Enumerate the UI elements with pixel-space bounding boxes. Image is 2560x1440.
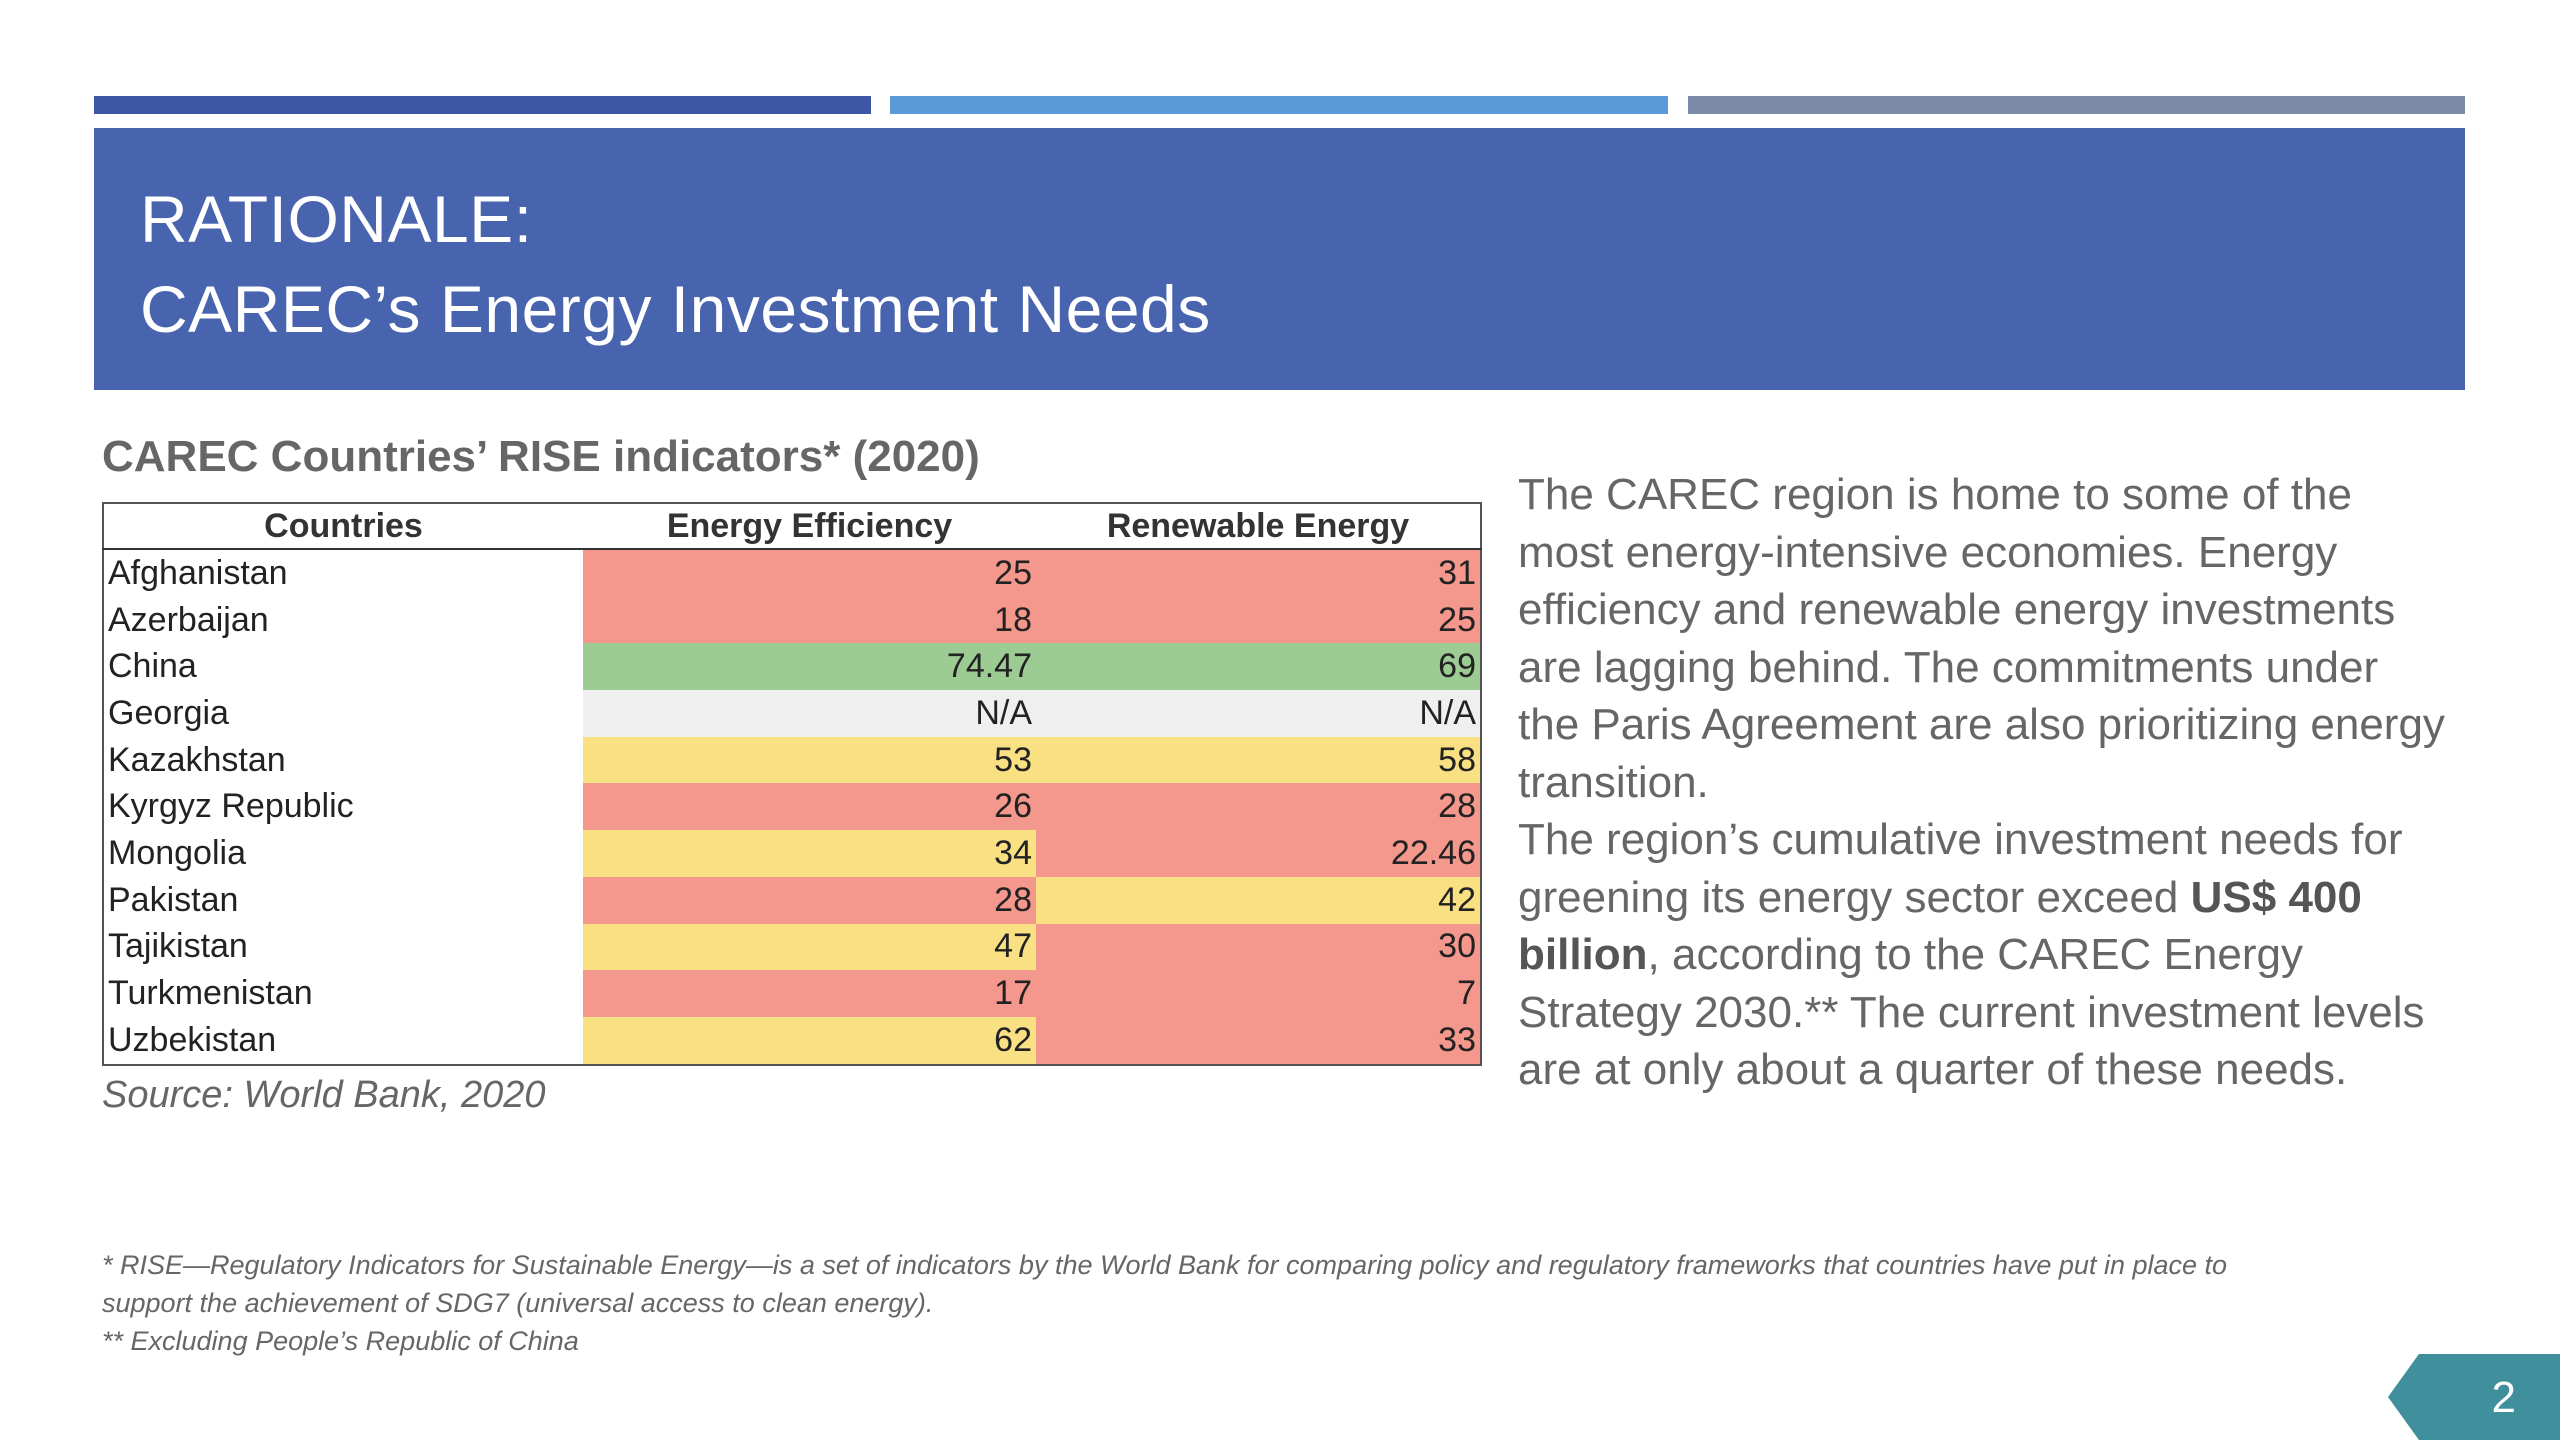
renewable-energy-cell: 7 — [1036, 970, 1482, 1017]
energy-efficiency-cell: N/A — [583, 690, 1036, 737]
table-row: Georgia N/A N/A — [102, 690, 1482, 737]
table-row: Azerbaijan 18 25 — [102, 596, 1482, 644]
investment-amount: US$ 400 billion — [1518, 872, 2362, 980]
table-row: Mongolia 34 22.46 — [102, 830, 1482, 877]
country-cell: Turkmenistan — [102, 970, 583, 1017]
renewable-energy-cell: 30 — [1036, 923, 1482, 971]
rise-indicators-table: Countries Energy Efficiency Renewable En… — [102, 502, 1482, 1066]
table-row: China 74.47 69 — [102, 643, 1482, 691]
renewable-energy-cell: 28 — [1036, 783, 1482, 831]
energy-efficiency-cell: 25 — [583, 549, 1036, 597]
table-row: Uzbekistan 62 33 — [102, 1016, 1482, 1066]
country-cell: Afghanistan — [102, 549, 583, 597]
table-row: Pakistan 28 42 — [102, 876, 1482, 924]
energy-efficiency-cell: 26 — [583, 783, 1036, 831]
footnotes: * RISE—Regulatory Indicators for Sustain… — [102, 1246, 2302, 1360]
country-cell: Mongolia — [102, 830, 583, 877]
slide-title-line2: CAREC’s Energy Investment Needs — [140, 272, 1211, 346]
table-title: CAREC Countries’ RISE indicators* (2020) — [102, 432, 980, 481]
footnote-line-2: support the achievement of SDG7 (univers… — [102, 1288, 934, 1318]
country-cell: China — [102, 643, 583, 691]
accent-bar-dark-blue — [94, 96, 871, 114]
renewable-energy-cell: 31 — [1036, 549, 1482, 597]
table-row: Kazakhstan 53 58 — [102, 736, 1482, 784]
country-cell: Azerbaijan — [102, 596, 583, 644]
title-banner: RATIONALE: CAREC’s Energy Investment Nee… — [94, 128, 2465, 390]
energy-efficiency-cell: 53 — [583, 736, 1036, 784]
body-text: The CAREC region is home to some of the … — [1518, 466, 2448, 1099]
renewable-energy-cell: 22.46 — [1036, 830, 1482, 877]
footnote-line-3: ** Excluding People’s Republic of China — [102, 1326, 579, 1356]
country-cell: Pakistan — [102, 876, 583, 924]
renewable-energy-cell: 58 — [1036, 736, 1482, 784]
renewable-energy-cell: 69 — [1036, 643, 1482, 691]
renewable-energy-cell: N/A — [1036, 690, 1482, 737]
column-header-countries: Countries — [102, 502, 583, 550]
body-paragraph-2-start: The region’s cumulative investment needs… — [1518, 815, 2403, 922]
country-cell: Tajikistan — [102, 923, 583, 971]
table-source: Source: World Bank, 2020 — [102, 1074, 546, 1116]
energy-efficiency-cell: 17 — [583, 970, 1036, 1017]
table-row: Turkmenistan 17 7 — [102, 970, 1482, 1017]
table-body: Afghanistan 25 31 Azerbaijan 18 25 China 74.47 6… — [102, 549, 1482, 1066]
energy-efficiency-cell: 34 — [583, 830, 1036, 877]
footnote-line-1: * RISE—Regulatory Indicators for Sustain… — [102, 1250, 2228, 1280]
body-paragraph-1: The CAREC region is home to some of the … — [1518, 470, 2445, 807]
body-paragraph-2-end: , according to the CAREC Energy Strategy… — [1518, 930, 2425, 1094]
energy-efficiency-cell: 28 — [583, 876, 1036, 924]
table-row: Kyrgyz Republic 26 28 — [102, 783, 1482, 831]
country-cell: Kazakhstan — [102, 736, 583, 784]
column-header-energy-efficiency: Energy Efficiency — [583, 502, 1036, 550]
energy-efficiency-cell: 74.47 — [583, 643, 1036, 691]
slide-title-line1: RATIONALE: — [140, 182, 533, 256]
energy-efficiency-cell: 18 — [583, 596, 1036, 644]
country-cell: Uzbekistan — [102, 1016, 583, 1066]
accent-bar-light-blue — [890, 96, 1668, 114]
energy-efficiency-cell: 47 — [583, 923, 1036, 971]
renewable-energy-cell: 33 — [1036, 1016, 1482, 1066]
column-header-renewable-energy: Renewable Energy — [1036, 502, 1482, 550]
table-row: Tajikistan 47 30 — [102, 923, 1482, 971]
renewable-energy-cell: 42 — [1036, 876, 1482, 924]
slide-title: RATIONALE: CAREC’s Energy Investment Nee… — [140, 174, 1211, 354]
body-paragraph-2: The region’s cumulative investment needs… — [1518, 811, 2448, 1099]
page-number-badge — [2388, 1354, 2560, 1440]
country-cell: Kyrgyz Republic — [102, 783, 583, 831]
page-number: 2 — [2491, 1373, 2516, 1422]
accent-bar-gray — [1688, 96, 2465, 114]
table-header-row: Countries Energy Efficiency Renewable En… — [102, 502, 1482, 550]
renewable-energy-cell: 25 — [1036, 596, 1482, 644]
table-row: Afghanistan 25 31 — [102, 549, 1482, 597]
energy-efficiency-cell: 62 — [583, 1016, 1036, 1066]
country-cell: Georgia — [102, 690, 583, 737]
